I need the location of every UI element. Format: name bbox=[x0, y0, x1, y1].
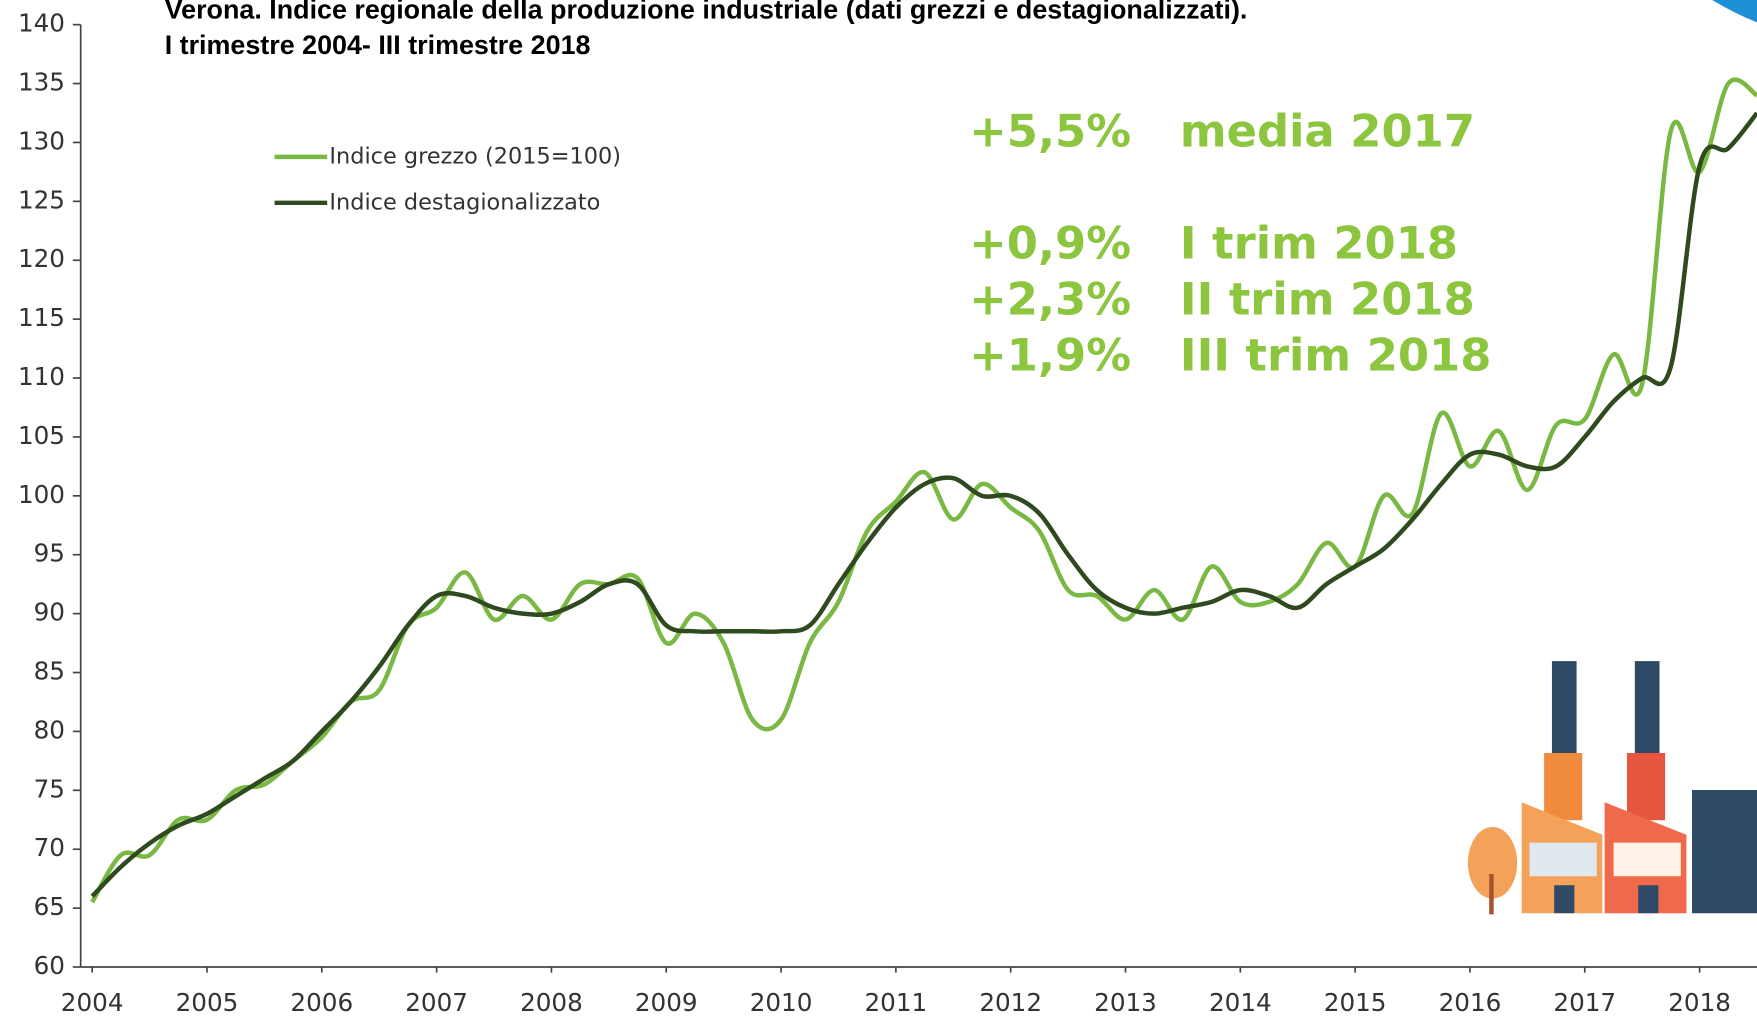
y-tick-label: 130 bbox=[18, 126, 65, 155]
x-tick-label: 2011 bbox=[865, 988, 928, 1017]
x-tick-label: 2013 bbox=[1094, 988, 1157, 1017]
x-tick-label: 2018 bbox=[1668, 988, 1731, 1017]
annotation: +2,3% bbox=[969, 273, 1131, 326]
x-tick-label: 2008 bbox=[520, 988, 583, 1017]
x-tick-label: 2006 bbox=[290, 988, 353, 1017]
y-tick-label: 110 bbox=[18, 362, 65, 391]
x-tick-label: 2004 bbox=[61, 988, 124, 1017]
annotation: media 2017 bbox=[1180, 104, 1475, 157]
y-tick-label: 70 bbox=[34, 833, 65, 862]
y-tick-label: 125 bbox=[18, 185, 65, 214]
x-tick-label: 2017 bbox=[1553, 988, 1616, 1017]
y-tick-label: 105 bbox=[18, 421, 65, 450]
corner-decoration bbox=[1712, 0, 1757, 22]
y-tick-label: 90 bbox=[34, 598, 65, 627]
x-tick-label: 2014 bbox=[1209, 988, 1272, 1017]
y-tick-label: 115 bbox=[18, 303, 65, 332]
chart: Verona. Indice regionale della produzion… bbox=[0, 0, 1757, 1018]
y-tick-label: 135 bbox=[18, 68, 65, 97]
x-tick-label: 2015 bbox=[1324, 988, 1387, 1017]
x-tick-label: 2010 bbox=[750, 988, 813, 1017]
y-tick-label: 120 bbox=[18, 244, 65, 273]
x-tick-label: 2016 bbox=[1439, 988, 1502, 1017]
x-tick-label: 2012 bbox=[979, 988, 1042, 1017]
y-tick-label: 95 bbox=[34, 539, 65, 568]
chart-subtitle: I trimestre 2004- III trimestre 2018 bbox=[165, 30, 591, 60]
y-tick-label: 80 bbox=[34, 715, 65, 744]
annotation: +1,9% bbox=[969, 329, 1131, 382]
y-tick-label: 140 bbox=[18, 9, 65, 38]
x-tick-label: 2009 bbox=[635, 988, 698, 1017]
annotation: I trim 2018 bbox=[1180, 217, 1458, 270]
annotation: III trim 2018 bbox=[1180, 329, 1492, 382]
chart-title: Verona. Indice regionale della produzion… bbox=[165, 0, 1248, 24]
y-tick-label: 65 bbox=[34, 892, 65, 921]
legend-label: Indice destagionalizzato bbox=[329, 189, 600, 215]
y-tick-label: 85 bbox=[34, 657, 65, 686]
annotation: +0,9% bbox=[969, 217, 1131, 270]
x-tick-label: 2007 bbox=[405, 988, 468, 1017]
y-tick-label: 100 bbox=[18, 480, 65, 509]
annotation: +5,5% bbox=[969, 104, 1131, 157]
y-tick-label: 60 bbox=[34, 951, 65, 980]
annotation: II trim 2018 bbox=[1180, 273, 1475, 326]
factory-illustration bbox=[1468, 661, 1757, 914]
data-line bbox=[92, 113, 1757, 896]
legend-label: Indice grezzo (2015=100) bbox=[329, 143, 621, 169]
y-tick-label: 75 bbox=[34, 774, 65, 803]
x-tick-label: 2005 bbox=[176, 988, 239, 1017]
